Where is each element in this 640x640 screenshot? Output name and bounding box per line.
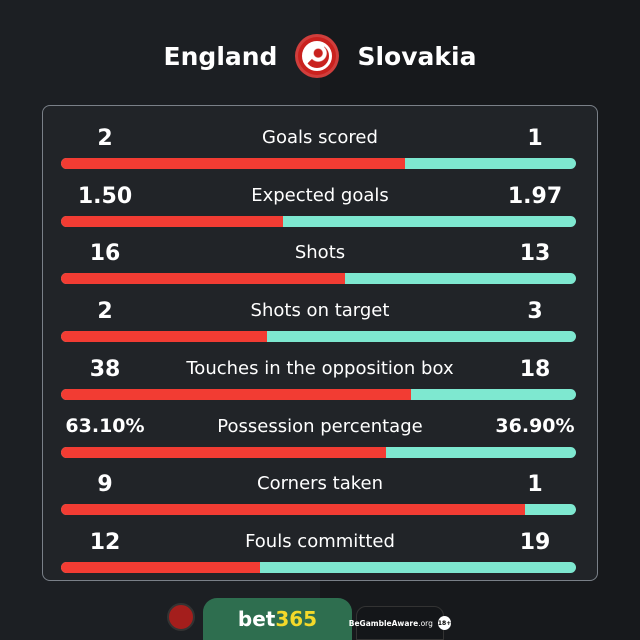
away-value: 18 xyxy=(519,356,551,382)
bet365-logo[interactable]: bet 365 xyxy=(203,598,352,640)
home-value: 38 xyxy=(89,356,121,382)
stat-label: Possession percentage xyxy=(217,415,423,437)
stats-panel: Goals scored 2 1 Expected goals 1.50 1.9… xyxy=(42,105,598,581)
stat-row: Fouls committed 12 19 xyxy=(43,516,597,574)
match-header: England Slovakia xyxy=(0,34,640,78)
home-value: 1.50 xyxy=(77,183,133,209)
stat-label: Expected goals xyxy=(251,184,389,206)
stat-bar-away xyxy=(61,273,576,285)
away-value: 3 xyxy=(527,299,543,325)
stat-bar-away xyxy=(61,504,576,516)
away-value: 1 xyxy=(527,472,543,498)
footer-logo-icon xyxy=(167,603,195,631)
stat-bar-away xyxy=(61,331,576,343)
home-team: England xyxy=(163,41,278,71)
stat-bar-home xyxy=(61,273,346,285)
stat-bar-home xyxy=(61,158,405,169)
begambleaware-badge[interactable]: BeGambleAware.org 18+ xyxy=(349,606,452,640)
stat-bar-home xyxy=(61,331,267,343)
stat-label: Goals scored xyxy=(262,127,378,148)
home-value: 16 xyxy=(89,241,121,267)
begambleaware-text: BeGambleAware xyxy=(348,618,419,628)
away-value: 1 xyxy=(527,126,543,151)
home-value: 2 xyxy=(97,299,113,325)
stat-label: Shots on target xyxy=(250,300,390,322)
stat-bar-home xyxy=(61,388,411,400)
age-18-icon: 18+ xyxy=(437,616,452,630)
stat-bar-away xyxy=(61,158,576,169)
stat-bar-home xyxy=(61,446,386,458)
stat-bar-away xyxy=(61,446,576,458)
home-value: 9 xyxy=(97,472,113,498)
stat-row: Shots 16 13 xyxy=(43,227,597,285)
stat-row: Shots on target 2 3 xyxy=(43,285,597,343)
stat-bar-away xyxy=(61,388,576,400)
stat-label: Corners taken xyxy=(257,473,383,495)
stat-bar-home xyxy=(61,504,525,516)
stat-row: Possession percentage 63.10% 36.90% xyxy=(43,401,597,459)
away-team: Slovakia xyxy=(357,41,477,71)
away-value: 36.90% xyxy=(495,414,575,437)
away-value: 13 xyxy=(519,241,551,267)
stat-row: Corners taken 9 1 xyxy=(43,458,597,516)
stat-label: Shots xyxy=(294,242,346,264)
stat-bar-away xyxy=(61,215,576,227)
stat-row: Goals scored 2 1 xyxy=(43,112,597,170)
stat-label: Touches in the opposition box xyxy=(186,357,454,379)
bet365-text: bet xyxy=(237,607,276,631)
stat-bar-home xyxy=(61,215,284,227)
home-value: 12 xyxy=(89,529,121,555)
stat-row: Expected goals 1.50 1.97 xyxy=(43,170,597,228)
bet365-number: 365 xyxy=(275,607,318,631)
stat-label: Fouls committed xyxy=(245,530,395,552)
away-value: 19 xyxy=(519,529,551,555)
home-value: 63.10% xyxy=(65,414,145,437)
away-value: 1.97 xyxy=(507,183,563,209)
stat-row: Touches in the opposition box 38 18 xyxy=(43,343,597,401)
stat-bar-away xyxy=(61,561,576,573)
brand-logo-icon xyxy=(295,34,340,78)
stat-bar-home xyxy=(61,561,261,573)
home-value: 2 xyxy=(97,126,113,151)
begambleaware-org: .org xyxy=(418,618,433,628)
